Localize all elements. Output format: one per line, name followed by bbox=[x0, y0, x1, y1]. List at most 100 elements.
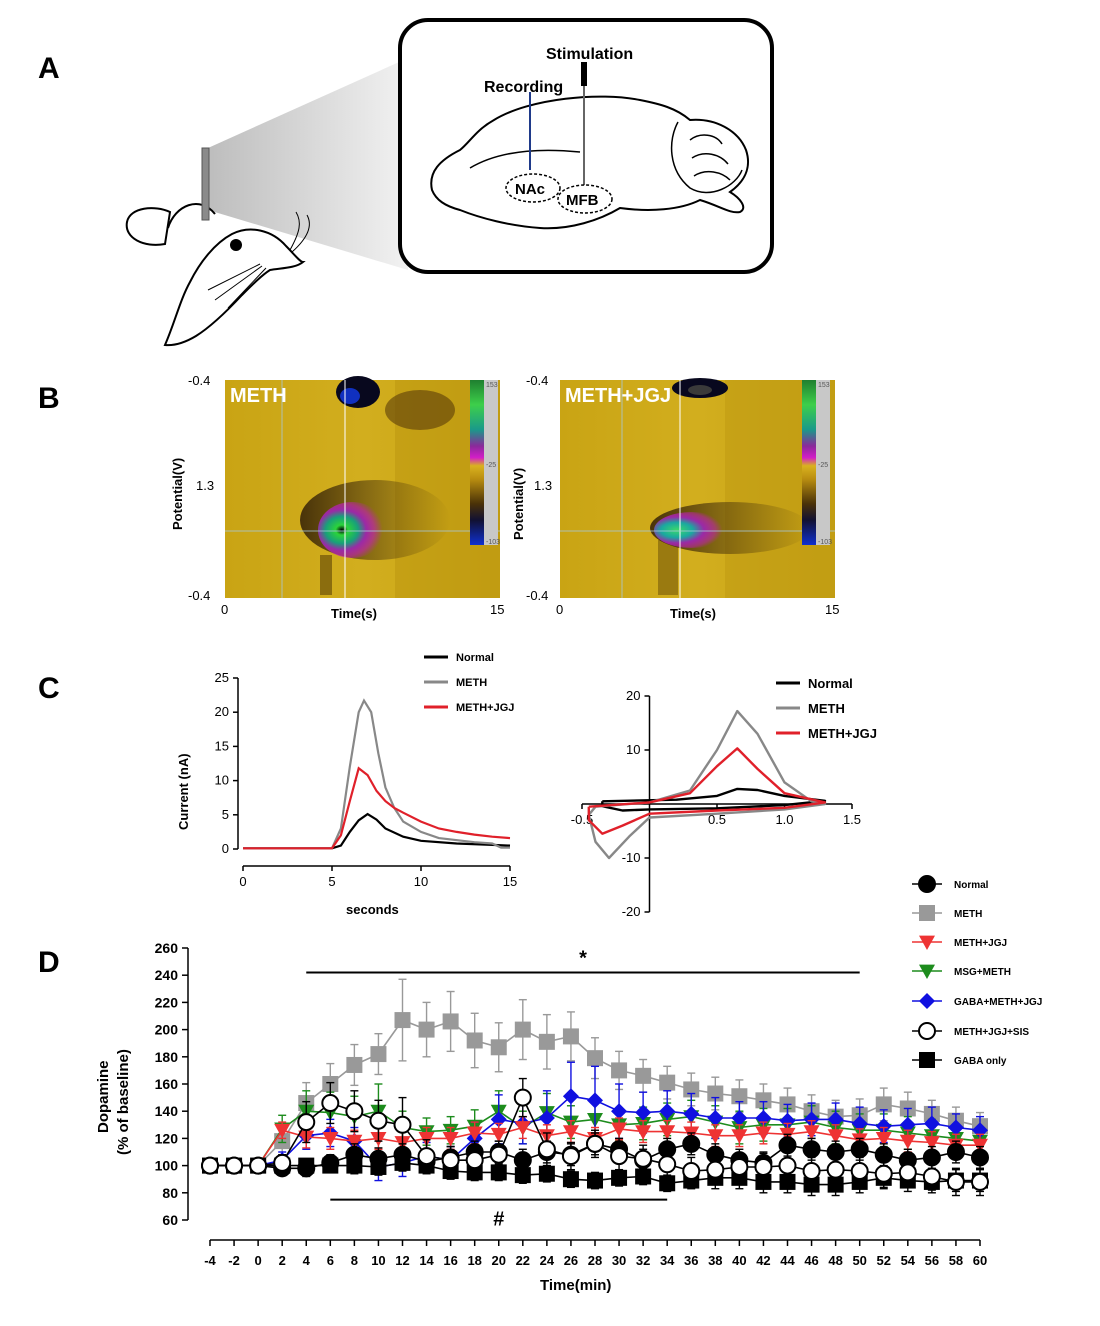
data-point bbox=[682, 1134, 701, 1153]
series-line-normal bbox=[243, 812, 511, 850]
y-axis-label: Potential(V) bbox=[170, 458, 185, 530]
data-point bbox=[635, 1125, 652, 1140]
data-point bbox=[803, 1111, 820, 1128]
data-point bbox=[538, 1033, 555, 1050]
x-tick-label: 56 bbox=[925, 1253, 939, 1268]
data-point bbox=[441, 1151, 460, 1170]
legend-item: METH+JGJ+SIS bbox=[912, 1022, 1029, 1040]
data-point bbox=[946, 1143, 965, 1161]
legend-marker bbox=[919, 935, 935, 950]
x-tick-label: 48 bbox=[828, 1253, 842, 1268]
data-point bbox=[659, 1103, 676, 1120]
data-point bbox=[706, 1160, 725, 1179]
y-tick-label: 240 bbox=[155, 967, 179, 983]
legend-label: METH bbox=[808, 701, 845, 716]
x-tick-label: 2 bbox=[279, 1253, 286, 1268]
nac-region bbox=[505, 173, 561, 203]
x-tick-label: 36 bbox=[684, 1253, 698, 1268]
legend-item: GABA+METH+JGJ bbox=[912, 993, 1042, 1009]
data-point bbox=[971, 1172, 989, 1191]
significance-star: * bbox=[579, 947, 587, 969]
data-point bbox=[297, 1159, 316, 1178]
data-point bbox=[826, 1160, 845, 1179]
data-point bbox=[634, 1149, 653, 1168]
scale-tick: -25 bbox=[486, 462, 496, 469]
data-point bbox=[874, 1164, 893, 1183]
recording-label: Recording bbox=[484, 79, 563, 96]
x-tick-label: 15 bbox=[503, 874, 517, 889]
y-tick: -0.4 bbox=[188, 588, 210, 603]
data-point bbox=[273, 1153, 292, 1172]
legend-label: METH+JGJ+SIS bbox=[954, 1027, 1029, 1038]
series-line-meth bbox=[243, 698, 510, 850]
data-point bbox=[682, 1162, 701, 1181]
x-tick-label: 58 bbox=[949, 1253, 963, 1268]
data-point bbox=[586, 1134, 604, 1153]
x-axis-label: seconds bbox=[346, 902, 399, 917]
data-point bbox=[899, 1134, 916, 1150]
x-tick-label: 46 bbox=[804, 1253, 818, 1268]
chart-c-left: 0 5 10 15 20 25 0 5 10 15 bbox=[215, 670, 518, 889]
plot-title: METH+JGJ bbox=[565, 385, 671, 407]
data-point bbox=[658, 1155, 677, 1174]
x-tick-label: 26 bbox=[564, 1253, 578, 1268]
data-point bbox=[730, 1157, 749, 1176]
data-point bbox=[587, 1172, 603, 1189]
data-point bbox=[394, 1012, 411, 1029]
data-point bbox=[587, 1050, 603, 1067]
legend-item: METH+JGJ bbox=[912, 935, 1007, 950]
data-point bbox=[755, 1126, 772, 1141]
legend-label: METH+JGJ bbox=[456, 702, 514, 714]
y-tick: -0.4 bbox=[526, 373, 548, 388]
series-line-meth bbox=[587, 709, 827, 860]
x-tick: 0 bbox=[556, 602, 563, 617]
data-point bbox=[321, 1153, 340, 1172]
y-axis-label-line2: (% of baseline) bbox=[115, 1049, 132, 1155]
x-tick-label: -2 bbox=[228, 1253, 240, 1268]
data-point bbox=[346, 1056, 363, 1073]
x-axis-label: Time(s) bbox=[331, 606, 377, 621]
data-point bbox=[466, 1032, 483, 1049]
scale-tick: -103 bbox=[818, 539, 832, 546]
data-point bbox=[827, 1176, 844, 1193]
data-point bbox=[754, 1157, 773, 1176]
mfb-region bbox=[557, 184, 613, 214]
legend-label: Normal bbox=[456, 652, 494, 664]
legend-marker bbox=[918, 1022, 936, 1040]
x-tick-label: 0 bbox=[239, 874, 246, 889]
data-point bbox=[514, 1121, 531, 1136]
y-tick-label: 100 bbox=[155, 1158, 179, 1174]
data-point bbox=[707, 1129, 724, 1144]
y-tick-label: 260 bbox=[155, 940, 179, 956]
y-tick-label: 20 bbox=[626, 688, 640, 703]
data-point bbox=[346, 1134, 363, 1150]
legend-marker bbox=[919, 1052, 935, 1068]
data-point bbox=[249, 1156, 268, 1175]
data-point bbox=[442, 1132, 459, 1147]
data-point bbox=[971, 1148, 989, 1167]
x-tick-label: 54 bbox=[901, 1253, 916, 1268]
data-point bbox=[850, 1140, 869, 1159]
data-point bbox=[778, 1156, 797, 1175]
legend-marker bbox=[919, 905, 935, 921]
legend-label: MSG+METH bbox=[954, 967, 1011, 978]
data-point bbox=[514, 1021, 531, 1038]
data-point bbox=[369, 1111, 388, 1130]
data-point bbox=[635, 1104, 652, 1121]
data-point bbox=[490, 1127, 507, 1143]
panel-b: B 153 -25 -103 METH -0.4 1.3 -0.4 Potent… bbox=[38, 373, 839, 621]
data-point bbox=[731, 1110, 748, 1126]
x-axis-label: Time(min) bbox=[540, 1277, 611, 1294]
legend-label: Normal bbox=[808, 676, 853, 691]
data-point bbox=[875, 1132, 892, 1147]
data-point bbox=[802, 1162, 821, 1181]
x-tick-label: 38 bbox=[708, 1253, 722, 1268]
x-tick-label: 30 bbox=[612, 1253, 626, 1268]
data-point bbox=[778, 1136, 797, 1155]
legend-label: GABA+METH+JGJ bbox=[954, 997, 1042, 1008]
data-point bbox=[537, 1140, 556, 1159]
scale-tick: -25 bbox=[818, 462, 828, 469]
data-point bbox=[923, 1136, 940, 1151]
panel-d: D Dopamine (% of baseline) Time(min) Nor… bbox=[38, 875, 1042, 1294]
legend-label: METH bbox=[954, 909, 982, 920]
